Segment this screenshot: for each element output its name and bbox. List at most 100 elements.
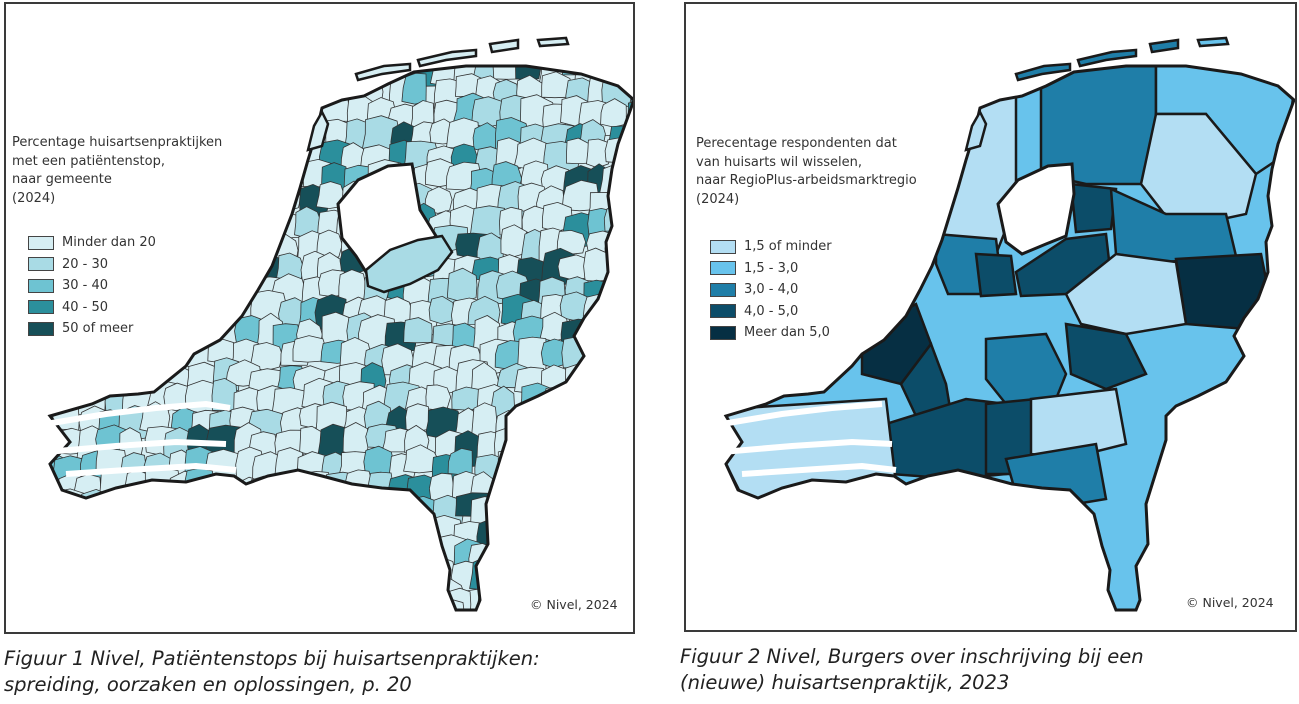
legend-item: 20 - 30 bbox=[28, 254, 156, 276]
municipality-cell bbox=[623, 491, 633, 522]
municipality-cell bbox=[608, 30, 633, 65]
municipality-cell bbox=[476, 581, 509, 610]
municipality-cell bbox=[542, 534, 569, 564]
municipality-cell bbox=[277, 66, 313, 90]
municipality-cell bbox=[58, 31, 88, 64]
municipality-cell bbox=[78, 66, 119, 82]
municipality-cell bbox=[255, 516, 292, 546]
municipality-cell bbox=[188, 514, 227, 544]
municipality-cell bbox=[141, 337, 168, 368]
municipality-cell bbox=[406, 602, 443, 610]
municipality-cell bbox=[407, 536, 440, 577]
municipality-cell bbox=[50, 72, 63, 98]
municipality-cell bbox=[53, 602, 88, 610]
municipality-cell bbox=[424, 186, 453, 214]
legend-label: 4,0 - 5,0 bbox=[744, 303, 799, 319]
municipality-cell bbox=[234, 225, 272, 255]
municipality-cell bbox=[50, 97, 69, 129]
municipality-cell bbox=[278, 535, 308, 561]
municipality-cell bbox=[587, 66, 616, 76]
municipality-cell bbox=[342, 496, 377, 522]
municipality-cell bbox=[213, 605, 246, 610]
municipality-cell bbox=[586, 31, 619, 61]
municipality-cell bbox=[182, 299, 217, 338]
municipality-cell bbox=[191, 556, 228, 587]
municipality-cell bbox=[300, 519, 334, 555]
legend-label: Minder dan 20 bbox=[62, 235, 156, 251]
municipality-cell bbox=[50, 342, 70, 374]
municipality-cell bbox=[164, 492, 198, 517]
municipality-cell bbox=[563, 558, 597, 590]
municipality-cell bbox=[50, 362, 71, 394]
municipality-cell bbox=[608, 407, 633, 436]
municipality-cell bbox=[365, 29, 396, 61]
municipality-cell bbox=[213, 66, 249, 71]
municipality-cell bbox=[608, 454, 633, 485]
region-noordoostpolder bbox=[1069, 182, 1118, 234]
region-drenthe bbox=[1139, 112, 1258, 231]
municipality-cell bbox=[414, 26, 445, 58]
municipality-cell bbox=[205, 209, 241, 241]
municipality-cell bbox=[296, 605, 333, 610]
municipality-cell bbox=[608, 535, 633, 568]
legend-item: 4,0 - 5,0 bbox=[710, 301, 832, 323]
municipality-cell bbox=[556, 229, 587, 255]
municipality-cell bbox=[231, 184, 269, 210]
municipality-cell bbox=[497, 492, 530, 527]
municipality-cell bbox=[586, 315, 622, 347]
municipality-cell bbox=[446, 267, 478, 303]
municipality-cell bbox=[343, 603, 372, 610]
municipality-cell bbox=[170, 66, 194, 85]
municipality-cell bbox=[253, 96, 278, 129]
municipality-cell bbox=[116, 513, 149, 540]
legend-swatch bbox=[28, 278, 54, 293]
island-terschelling bbox=[1076, 48, 1138, 68]
municipality-cell bbox=[627, 384, 633, 422]
municipality-cell bbox=[361, 538, 391, 566]
municipality-cell bbox=[78, 344, 112, 380]
municipality-cell bbox=[227, 495, 255, 533]
municipality-cell bbox=[380, 490, 418, 529]
legend-label: 30 - 40 bbox=[62, 278, 109, 294]
municipality-cell bbox=[557, 447, 591, 476]
municipality-cell bbox=[55, 78, 85, 108]
municipality-cell bbox=[127, 26, 153, 56]
municipality-cell bbox=[584, 340, 623, 372]
municipality-cell bbox=[169, 513, 206, 548]
municipality-cell bbox=[120, 361, 149, 393]
municipality-cell bbox=[626, 136, 633, 174]
municipality-cell bbox=[622, 421, 633, 450]
municipality-cell bbox=[163, 270, 200, 309]
municipality-cell bbox=[537, 517, 570, 543]
legend-swatch bbox=[28, 300, 54, 315]
municipality-cell bbox=[622, 165, 633, 198]
municipality-cell bbox=[630, 116, 633, 151]
municipality-cell bbox=[50, 534, 58, 570]
municipality-cell bbox=[562, 536, 587, 574]
municipality-cell bbox=[629, 584, 633, 610]
municipality-cell bbox=[256, 542, 294, 579]
municipality-cell bbox=[168, 225, 200, 265]
municipality-cell bbox=[52, 66, 85, 85]
municipality-cell bbox=[627, 471, 633, 501]
municipality-cell bbox=[301, 66, 330, 89]
municipality-cell bbox=[253, 183, 283, 212]
municipality-cell bbox=[601, 556, 633, 584]
municipality-cell bbox=[586, 138, 613, 169]
municipality-cell bbox=[536, 449, 573, 476]
municipality-cell bbox=[208, 230, 244, 259]
municipality-cell bbox=[606, 317, 633, 348]
municipality-cell bbox=[256, 66, 281, 72]
municipality-cell bbox=[607, 297, 633, 323]
municipality-cell bbox=[625, 516, 633, 543]
legend-label: 1,5 of minder bbox=[744, 239, 832, 255]
municipality-cell bbox=[228, 97, 264, 136]
municipality-cell bbox=[535, 407, 563, 436]
municipality-cell bbox=[191, 542, 224, 571]
municipality-cell bbox=[490, 600, 523, 610]
municipality-cell bbox=[580, 534, 611, 565]
municipality-cell bbox=[208, 66, 244, 81]
municipality-cell bbox=[343, 562, 369, 588]
municipality-cell bbox=[184, 586, 214, 610]
municipality-cell bbox=[605, 271, 633, 294]
